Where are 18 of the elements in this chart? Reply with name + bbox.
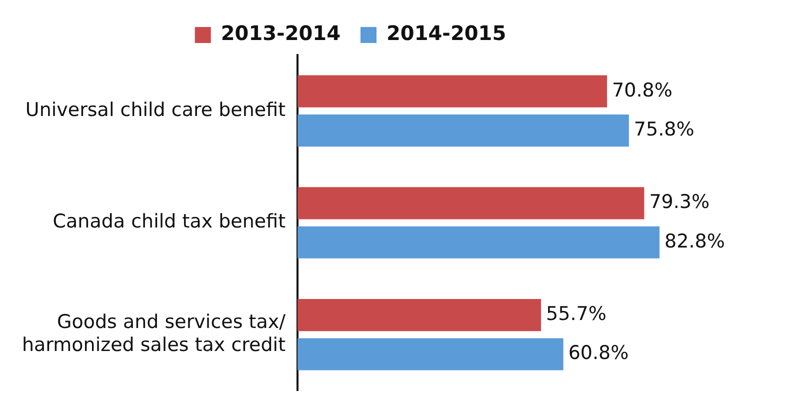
data-label: 60.8%: [568, 342, 629, 364]
bar: [298, 75, 608, 108]
legend-label: 2014-2015: [386, 21, 506, 46]
data-label: 55.7%: [546, 303, 606, 326]
bar: [298, 187, 644, 220]
bar: [298, 114, 629, 147]
data-label: 82.8%: [664, 230, 725, 252]
bar: [298, 226, 660, 258]
data-label: 79.3%: [649, 191, 710, 214]
bar: [298, 338, 564, 370]
data-label: 75.8%: [634, 118, 694, 140]
category-label: harmonized sales tax credit: [22, 334, 286, 356]
legend-label: 2013-2014: [220, 21, 341, 46]
y-tick-label: Canada child tax benefit: [52, 210, 286, 233]
bar: [298, 299, 542, 332]
y-tick-label: Universal child care benefit: [25, 98, 286, 121]
data-label: 70.8%: [612, 79, 672, 102]
category-label: Goods and services tax/: [57, 311, 286, 334]
